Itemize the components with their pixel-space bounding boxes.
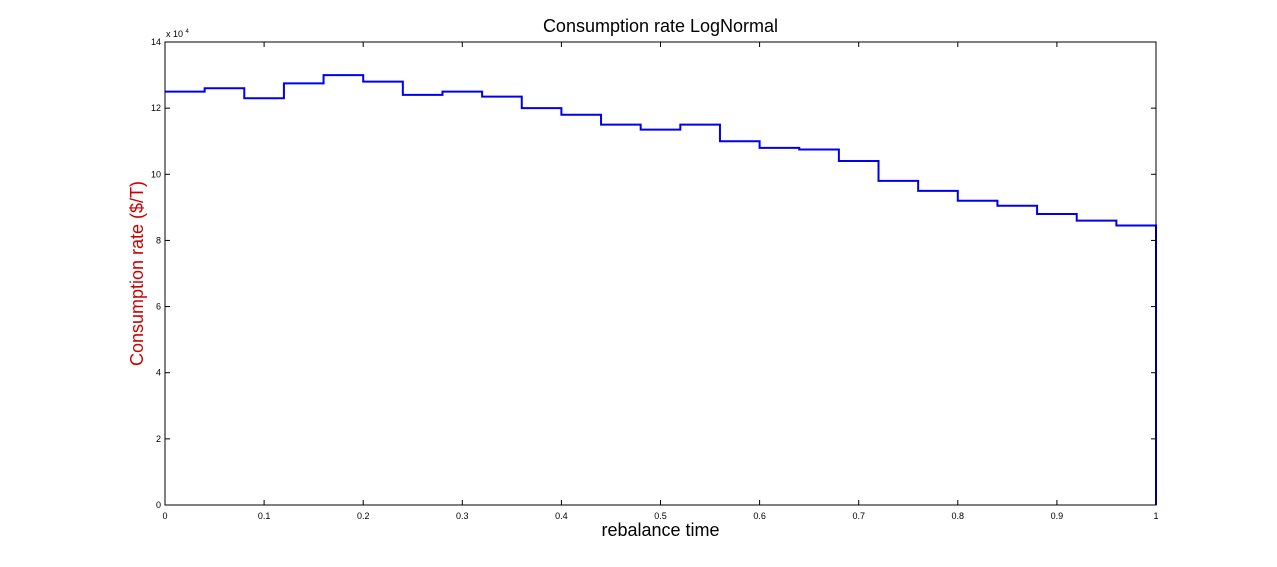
y-tick-label: 6: [156, 302, 161, 312]
plot-frame: [164, 41, 1157, 506]
y-tick-label: 0: [156, 500, 161, 510]
x-tick-label: 0: [162, 511, 167, 521]
x-tick-label: 0.4: [555, 511, 568, 521]
y-tick-label: 4: [156, 368, 161, 378]
y-tick-label: 14: [151, 37, 161, 47]
x-tick-label: 0.5: [654, 511, 667, 521]
x-tick-label: 0.3: [456, 511, 469, 521]
y-tick-label: 2: [156, 434, 161, 444]
x-tick-label: 0.1: [258, 511, 271, 521]
y-axis-multiplier: x 10 4: [166, 29, 190, 39]
x-axis-label: rebalance time: [601, 520, 719, 540]
x-tick-label: 1: [1153, 511, 1158, 521]
y-tick-label: 8: [156, 235, 161, 245]
plot-area: [165, 42, 1156, 505]
y-tick-label: 10: [151, 169, 161, 179]
y-axis-multiplier-exponent: 4: [186, 29, 190, 35]
series-line: [165, 74, 1157, 505]
x-tick-label: 0.2: [357, 511, 370, 521]
y-tick-label: 12: [151, 103, 161, 113]
y-axis-label: Consumption rate ($/T): [127, 181, 147, 366]
x-tick-label: 0.7: [852, 511, 865, 521]
x-tick-label: 0.9: [1051, 511, 1064, 521]
chart-title: Consumption rate LogNormal: [543, 16, 778, 36]
x-tick-label: 0.6: [753, 511, 766, 521]
y-axis-multiplier-base: x 10: [166, 29, 183, 39]
x-tick-label: 0.8: [952, 511, 965, 521]
